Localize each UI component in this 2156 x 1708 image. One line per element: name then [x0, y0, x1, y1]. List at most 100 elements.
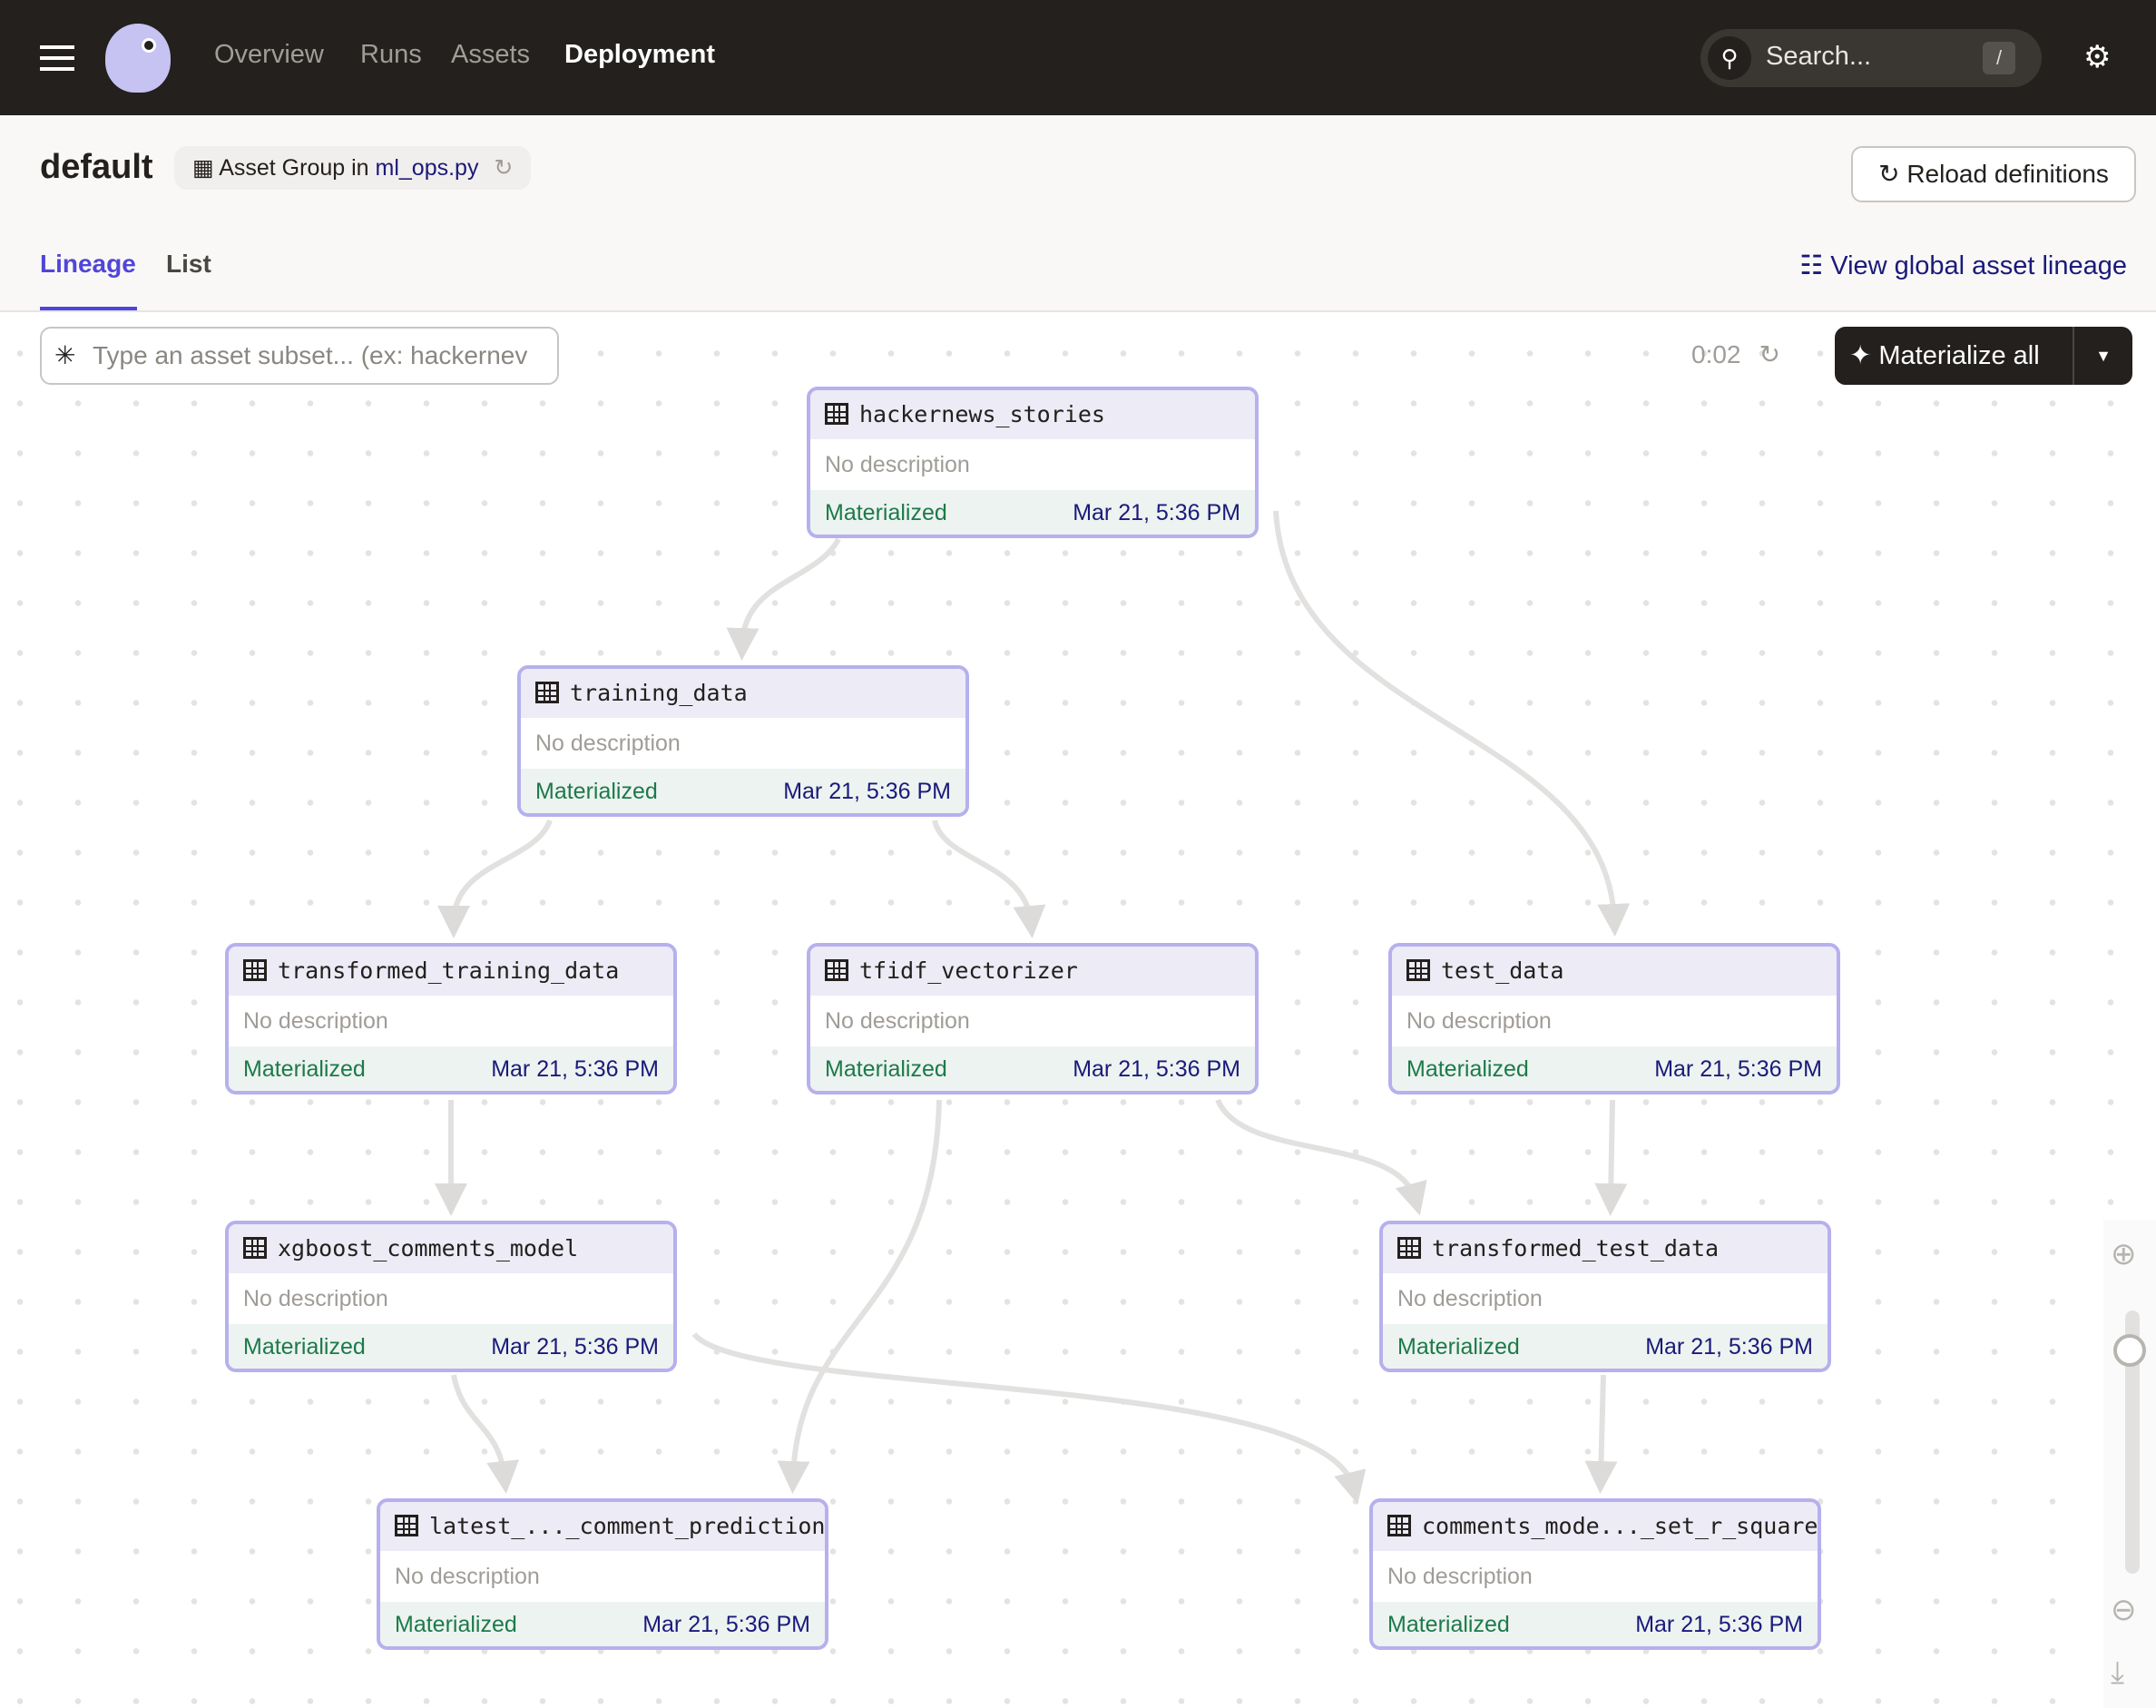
asset-description: No description: [1397, 1286, 1543, 1311]
asset-description: No description: [825, 1008, 970, 1034]
group-file-link[interactable]: ml_ops.py: [375, 155, 479, 181]
edge: [451, 1374, 520, 1494]
asset-description: No description: [1387, 1564, 1533, 1589]
asset-node[interactable]: transformed_training_data No description…: [225, 943, 677, 1094]
asset-status-row: Materialized Mar 21, 5:36 PM: [229, 1046, 673, 1091]
lineage-canvas[interactable]: ✳ Type an asset subset... (ex: hackernev …: [0, 312, 2156, 1708]
asset-node-header: tfidf_vectorizer: [810, 947, 1255, 996]
table-icon: [1397, 1237, 1421, 1259]
materialized-timestamp[interactable]: Mar 21, 5:36 PM: [1635, 1612, 1803, 1637]
nav-runs[interactable]: Runs: [360, 40, 422, 69]
search-placeholder: Search...: [1766, 42, 1872, 71]
asset-description: No description: [395, 1564, 540, 1589]
edge: [1584, 1374, 1618, 1494]
materialize-all-button[interactable]: ✦ Materialize all ▼: [1835, 327, 2132, 385]
asset-name[interactable]: xgboost_comments_model: [278, 1235, 579, 1261]
asset-node-header: latest_..._comment_predictions: [380, 1502, 825, 1551]
asset-node-header: training_data: [521, 669, 965, 718]
zoom-controls: ⊕ ⊖ ⤓: [2103, 1220, 2156, 1708]
timer-value: 0:02: [1691, 340, 1741, 368]
status-badge: Materialized: [825, 1056, 947, 1082]
table-icon: [395, 1515, 418, 1536]
asset-name[interactable]: latest_..._comment_predictions: [429, 1513, 828, 1539]
asset-node[interactable]: hackernews_stories No description Materi…: [807, 387, 1259, 538]
asset-node[interactable]: comments_mode..._set_r_squared No descri…: [1369, 1498, 1821, 1650]
asset-status-row: Materialized Mar 21, 5:36 PM: [1392, 1046, 1837, 1091]
refresh-timer[interactable]: 0:02 ↻: [1691, 339, 1780, 369]
download-icon[interactable]: ⤓: [2111, 1655, 2125, 1690]
asset-node-header: transformed_test_data: [1383, 1224, 1828, 1273]
subset-placeholder: Type an asset subset... (ex: hackernev: [93, 341, 528, 369]
dagster-logo[interactable]: [105, 24, 171, 93]
refresh-icon[interactable]: ↻: [494, 155, 514, 181]
status-badge: Materialized: [243, 1334, 366, 1360]
status-badge: Materialized: [1406, 1056, 1529, 1082]
asset-name[interactable]: test_data: [1441, 957, 1564, 984]
materialized-timestamp[interactable]: Mar 21, 5:36 PM: [491, 1056, 659, 1082]
zoom-in-icon[interactable]: ⊕: [2111, 1237, 2137, 1271]
group-prefix: Asset Group in: [219, 155, 369, 181]
nav-overview[interactable]: Overview: [214, 40, 324, 69]
table-icon: [243, 959, 267, 981]
table-icon: [535, 682, 559, 703]
search-icon: ⚲: [1708, 36, 1751, 80]
tab-list[interactable]: List: [166, 250, 211, 278]
zoom-slider[interactable]: [2125, 1310, 2140, 1574]
asset-description: No description: [243, 1286, 388, 1311]
asset-node[interactable]: tfidf_vectorizer No description Material…: [807, 943, 1259, 1094]
nav-assets[interactable]: Assets: [451, 40, 531, 69]
status-badge: Materialized: [825, 500, 947, 525]
status-badge: Materialized: [535, 779, 658, 804]
materialized-timestamp[interactable]: Mar 21, 5:36 PM: [1645, 1334, 1813, 1360]
asset-node-header: comments_mode..._set_r_squared: [1373, 1502, 1818, 1551]
menu-icon[interactable]: [40, 45, 74, 71]
gear-icon[interactable]: ⚙: [2083, 40, 2112, 74]
materialized-timestamp[interactable]: Mar 21, 5:36 PM: [1073, 500, 1240, 525]
asset-name[interactable]: tfidf_vectorizer: [859, 957, 1078, 984]
refresh-icon: ↻: [1878, 160, 1900, 188]
asset-node[interactable]: transformed_test_data No description Mat…: [1379, 1221, 1831, 1372]
reload-definitions-button[interactable]: ↻ Reload definitions: [1851, 146, 2136, 202]
edges-layer: [435, 510, 1631, 1505]
zoom-out-icon[interactable]: ⊖: [2111, 1593, 2137, 1627]
asset-subset-input[interactable]: ✳ Type an asset subset... (ex: hackernev: [40, 327, 559, 385]
status-badge: Materialized: [1397, 1334, 1520, 1360]
materialized-timestamp[interactable]: Mar 21, 5:36 PM: [783, 779, 951, 804]
table-icon: [825, 403, 848, 425]
asset-node[interactable]: latest_..._comment_predictions No descri…: [377, 1498, 828, 1650]
asset-node[interactable]: xgboost_comments_model No description Ma…: [225, 1221, 677, 1372]
refresh-icon[interactable]: ↻: [1759, 340, 1780, 368]
asset-name[interactable]: hackernews_stories: [859, 401, 1105, 427]
asset-node-header: test_data: [1392, 947, 1837, 996]
table-icon: [1387, 1515, 1411, 1536]
status-badge: Materialized: [1387, 1612, 1510, 1637]
edge: [691, 1331, 1367, 1505]
asset-name[interactable]: transformed_training_data: [278, 957, 620, 984]
chevron-down-icon[interactable]: ▼: [2073, 327, 2132, 385]
edge: [777, 1099, 942, 1494]
asset-description: No description: [243, 1008, 388, 1034]
asset-name[interactable]: transformed_test_data: [1432, 1235, 1720, 1261]
materialized-timestamp[interactable]: Mar 21, 5:36 PM: [642, 1612, 810, 1637]
asset-name[interactable]: training_data: [570, 680, 748, 706]
zoom-slider-handle[interactable]: [2113, 1334, 2146, 1367]
tab-lineage[interactable]: Lineage: [40, 250, 136, 278]
asset-node[interactable]: training_data No description Materialize…: [517, 665, 969, 817]
search-input[interactable]: ⚲ Search... /: [1700, 29, 2042, 87]
view-global-lineage-link[interactable]: ☷ View global asset lineage: [1799, 250, 2127, 281]
asset-status-row: Materialized Mar 21, 5:36 PM: [810, 1046, 1255, 1091]
status-badge: Materialized: [243, 1056, 366, 1082]
nav-deployment[interactable]: Deployment: [564, 40, 715, 69]
materialized-timestamp[interactable]: Mar 21, 5:36 PM: [1654, 1056, 1822, 1082]
asset-description: No description: [825, 452, 970, 477]
page-title: default: [40, 148, 153, 186]
asset-name[interactable]: comments_mode..._set_r_squared: [1422, 1513, 1821, 1539]
materialized-timestamp[interactable]: Mar 21, 5:36 PM: [491, 1334, 659, 1360]
asset-node[interactable]: test_data No description Materialized Mar…: [1388, 943, 1840, 1094]
global-lineage-label: View global asset lineage: [1830, 251, 2127, 280]
table-icon: [1406, 959, 1430, 981]
edge: [932, 820, 1046, 938]
materialized-timestamp[interactable]: Mar 21, 5:36 PM: [1073, 1056, 1240, 1082]
edge: [1594, 1099, 1628, 1216]
sparkle-icon: ✦: [1849, 341, 1872, 370]
